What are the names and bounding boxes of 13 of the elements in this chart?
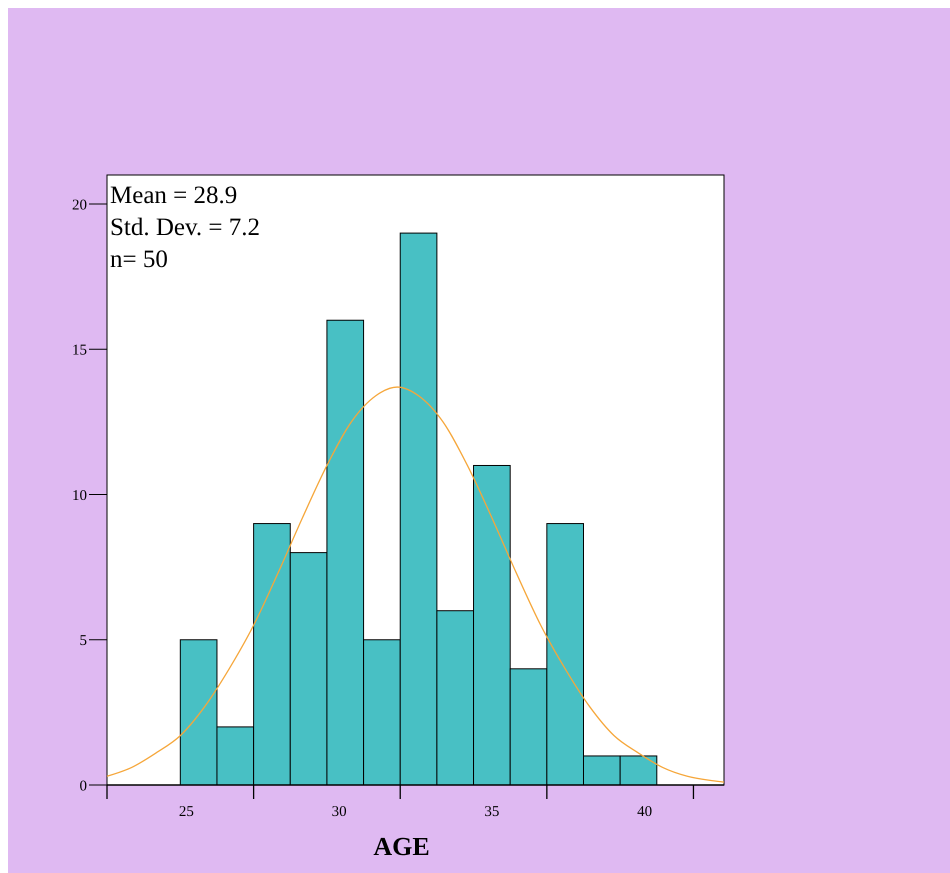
y-tick-label: 5 [80, 633, 87, 650]
annotation: Mean = 28.9 [110, 182, 238, 209]
x-tick-label: 30 [332, 804, 347, 820]
y-tick-label: 0 [80, 778, 87, 794]
x-axis-title: AGE [373, 832, 430, 861]
annotation: n= 50 [110, 246, 168, 273]
y-tick-label: 20 [72, 197, 87, 214]
x-tick-label: 40 [637, 804, 652, 820]
x-tick-label: 25 [178, 804, 194, 820]
y-tick-label: 10 [72, 488, 87, 504]
annotation: Std. Dev. = 7.2 [110, 214, 260, 241]
x-tick-label: 35 [484, 804, 500, 820]
y-tick-label: 15 [72, 342, 87, 359]
